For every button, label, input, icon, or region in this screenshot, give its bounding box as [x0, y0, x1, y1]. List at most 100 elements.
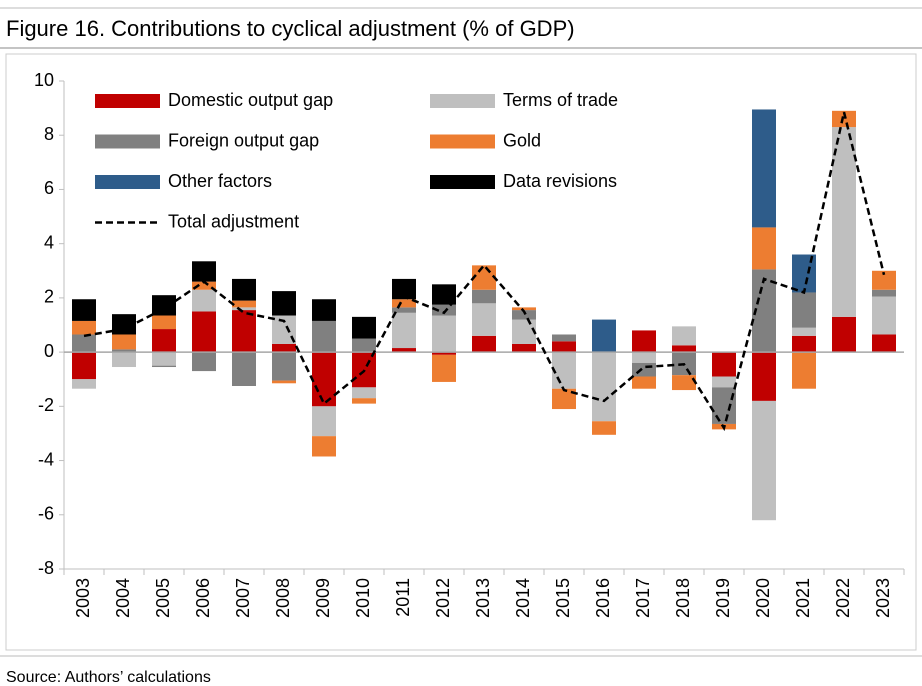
y-tick-label: -6: [38, 504, 54, 524]
bar-segment: [232, 278, 256, 301]
legend-label: Domestic output gap: [168, 90, 333, 110]
bar-segment: [672, 375, 696, 391]
bar-segment: [752, 352, 776, 401]
x-tick-label: 2005: [153, 578, 173, 618]
bar-segment: [552, 388, 576, 410]
bar-segment: [152, 295, 176, 316]
bar-segment: [272, 343, 296, 353]
x-tick-label: 2010: [353, 578, 373, 618]
bar-segment: [752, 109, 776, 228]
legend-label: Terms of trade: [503, 90, 618, 110]
x-tick-label: 2021: [793, 578, 813, 618]
bar-segment: [512, 310, 536, 320]
bar-segment: [152, 315, 176, 330]
x-tick-label: 2011: [393, 578, 413, 617]
bar-segment: [72, 352, 96, 380]
bar-segment: [712, 387, 736, 424]
bar-segment: [352, 387, 376, 399]
bar-segment: [312, 299, 336, 321]
legend-label: Foreign output gap: [168, 130, 319, 150]
chart-title: Figure 16. Contributions to cyclical adj…: [6, 16, 575, 41]
bar-segment: [512, 343, 536, 353]
x-tick-label: 2007: [233, 578, 253, 618]
bar-segment: [72, 320, 96, 335]
bar-segment: [432, 315, 456, 353]
bar-segment: [632, 330, 656, 353]
x-tick-label: 2003: [73, 578, 93, 618]
bar-segment: [872, 270, 896, 290]
legend-swatch: [430, 94, 495, 108]
x-tick-label: 2014: [513, 578, 533, 618]
y-tick-label: 2: [44, 287, 54, 307]
bar-segment: [72, 334, 96, 353]
bar-segment: [192, 352, 216, 372]
bar-segment: [352, 338, 376, 353]
x-tick-label: 2006: [193, 578, 213, 618]
bar-segment: [312, 406, 336, 437]
x-tick-label: 2012: [433, 578, 453, 618]
legend-swatch: [95, 134, 160, 149]
bar-segment: [312, 352, 336, 407]
bar-segment: [152, 352, 176, 366]
bar-segment: [832, 316, 856, 353]
x-tick-label: 2017: [633, 578, 653, 618]
bar-segment: [152, 329, 176, 353]
bar-segment: [272, 352, 296, 381]
bar-segment: [112, 352, 136, 368]
bar-segment: [432, 304, 456, 316]
bar-segment: [832, 127, 856, 317]
bar-segment: [872, 296, 896, 335]
bar-segment: [672, 326, 696, 346]
bar-segment: [552, 341, 576, 353]
bar-segment: [592, 352, 616, 422]
x-tick-label: 2008: [273, 578, 293, 618]
bar-segment: [112, 349, 136, 353]
bar-segment: [392, 312, 416, 349]
bar-segment: [592, 421, 616, 435]
legend-label: Total adjustment: [168, 211, 299, 231]
x-tick-label: 2009: [313, 578, 333, 618]
bar-segment: [832, 110, 856, 128]
legend-swatch: [430, 134, 495, 149]
bar-segment: [512, 319, 536, 344]
bar-segment: [712, 352, 736, 377]
bar-segment: [192, 311, 216, 353]
bar-segment: [432, 284, 456, 305]
bar-segment: [472, 289, 496, 304]
bar-segment: [472, 303, 496, 336]
legend-swatch: [95, 175, 160, 189]
bar-segment: [232, 310, 256, 353]
bar-segment: [792, 292, 816, 328]
x-tick-label: 2004: [113, 578, 133, 618]
y-tick-label: 8: [44, 124, 54, 144]
bar-segment: [312, 436, 336, 457]
bar-segment: [752, 400, 776, 521]
bar-segment: [112, 334, 136, 350]
bar-segment: [272, 380, 296, 384]
bar-segment: [712, 376, 736, 388]
bar-segment: [192, 289, 216, 312]
y-tick-label: -8: [38, 558, 54, 578]
x-tick-label: 2018: [673, 578, 693, 618]
source-note: Source: Authors’ calculations: [6, 669, 211, 686]
bar-segment: [232, 307, 256, 311]
y-tick-label: 0: [44, 341, 54, 361]
bar-segment: [632, 352, 656, 363]
bar-segment: [552, 352, 576, 389]
bar-segment: [792, 327, 816, 336]
bar-segment: [432, 352, 456, 355]
bar-segment: [392, 348, 416, 353]
bar-segment: [352, 398, 376, 404]
y-tick-label: -2: [38, 395, 54, 415]
y-tick-label: -4: [38, 449, 54, 469]
bar-segment: [272, 291, 296, 316]
bar-segment: [632, 376, 656, 389]
bar-segment: [392, 307, 416, 313]
bar-segment: [472, 335, 496, 353]
x-tick-label: 2023: [873, 578, 893, 618]
legend-label: Gold: [503, 130, 541, 150]
bar-segment: [472, 265, 496, 290]
bar-segment: [312, 320, 336, 353]
